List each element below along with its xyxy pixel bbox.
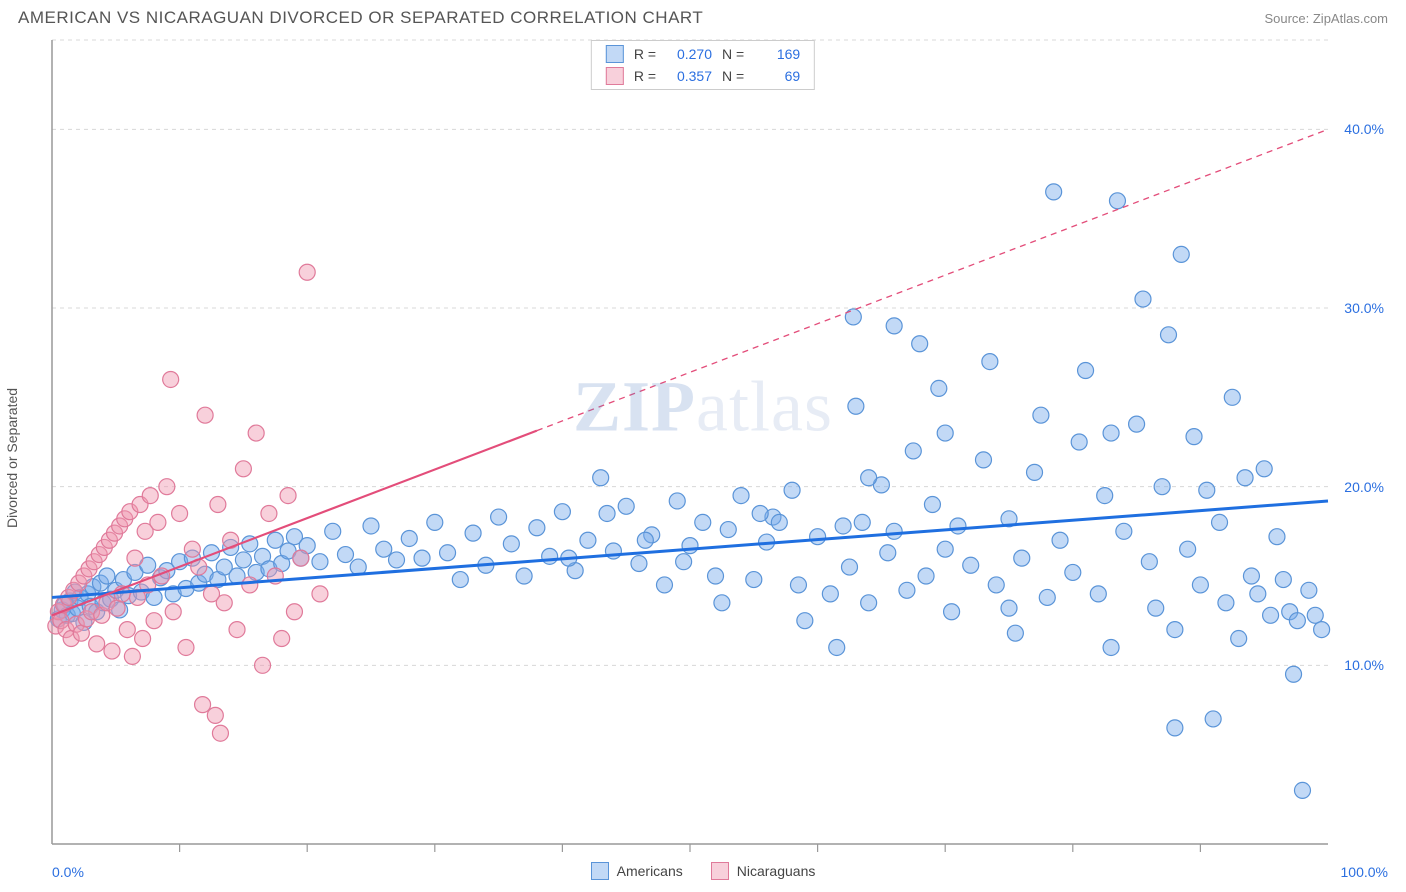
swatch-americans — [606, 45, 624, 63]
y-tick-label: 40.0% — [1344, 121, 1384, 137]
legend-n-value-americans: 169 — [754, 46, 800, 62]
legend-label-americans: Americans — [617, 863, 683, 879]
y-tick-label: 20.0% — [1344, 479, 1384, 495]
legend-item-nicaraguans: Nicaraguans — [711, 862, 816, 880]
chart-area: Divorced or Separated ZIPatlas R = 0.270… — [18, 36, 1388, 880]
legend-label-nicaraguans: Nicaraguans — [737, 863, 816, 879]
y-axis-label: Divorced or Separated — [4, 388, 20, 528]
scatter-plot-svg — [18, 36, 1388, 880]
legend-row-nicaraguans: R = 0.357 N = 69 — [592, 65, 814, 87]
legend-r-label: R = — [634, 68, 656, 84]
swatch-americans-bottom — [591, 862, 609, 880]
swatch-nicaraguans — [606, 67, 624, 85]
legend-r-label: R = — [634, 46, 656, 62]
chart-title: AMERICAN VS NICARAGUAN DIVORCED OR SEPAR… — [18, 8, 703, 28]
series-legend: Americans Nicaraguans — [18, 862, 1388, 880]
legend-row-americans: R = 0.270 N = 169 — [592, 43, 814, 65]
legend-n-value-nicaraguans: 69 — [754, 68, 800, 84]
legend-r-value-americans: 0.270 — [666, 46, 712, 62]
correlation-legend: R = 0.270 N = 169 R = 0.357 N = 69 — [591, 40, 815, 90]
swatch-nicaraguans-bottom — [711, 862, 729, 880]
legend-r-value-nicaraguans: 0.357 — [666, 68, 712, 84]
y-tick-label: 30.0% — [1344, 300, 1384, 316]
y-tick-label: 10.0% — [1344, 657, 1384, 673]
legend-item-americans: Americans — [591, 862, 683, 880]
chart-source: Source: ZipAtlas.com — [1264, 11, 1388, 26]
legend-n-label: N = — [722, 68, 744, 84]
legend-n-label: N = — [722, 46, 744, 62]
